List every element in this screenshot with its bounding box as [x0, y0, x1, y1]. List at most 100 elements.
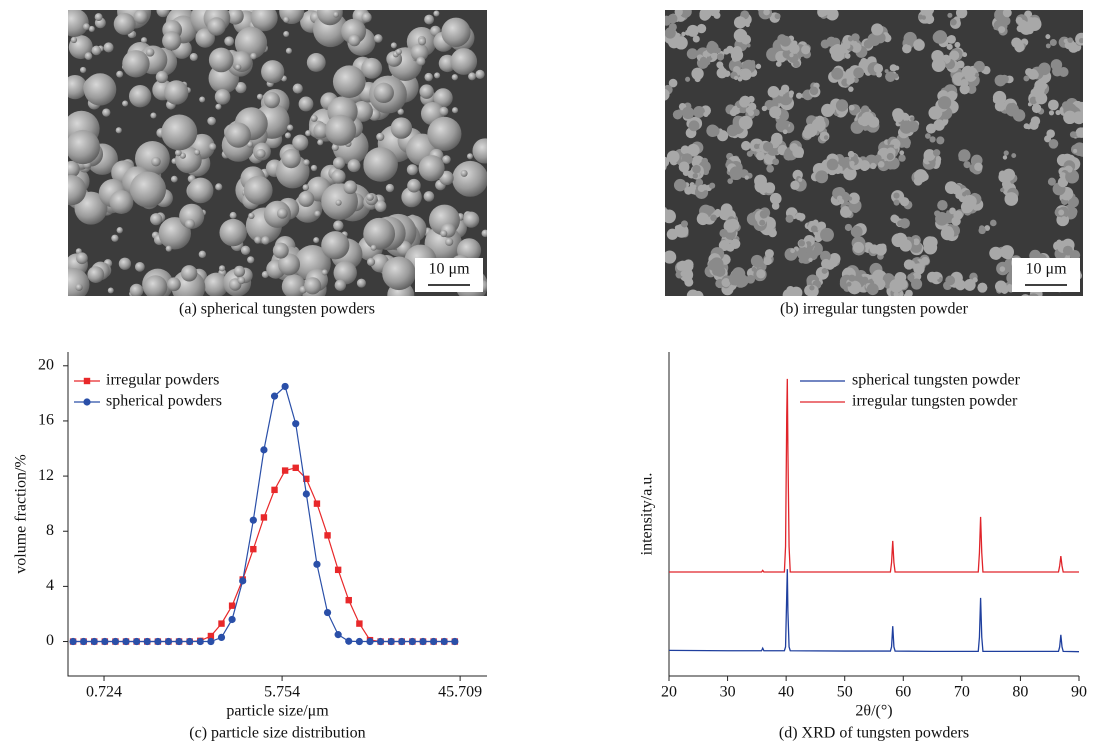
particle: [433, 10, 440, 17]
particle: [305, 130, 312, 137]
x-tick-label: 80: [1012, 684, 1028, 701]
marker: [440, 637, 448, 646]
particle: [755, 63, 762, 70]
particle: [198, 250, 207, 259]
particle: [203, 272, 229, 296]
particle: [424, 14, 435, 25]
particle: [84, 52, 93, 60]
marker: [302, 490, 310, 498]
particle: [821, 103, 835, 118]
particle: [1035, 92, 1048, 105]
particle: [958, 155, 965, 162]
particle: [921, 15, 927, 20]
particle: [785, 214, 794, 223]
particle: [1015, 16, 1023, 24]
particle: [1058, 209, 1065, 216]
marker: [228, 615, 236, 624]
particle: [903, 293, 909, 296]
marker: [430, 637, 438, 646]
particle: [140, 37, 148, 44]
particle: [1067, 196, 1079, 208]
particle: [390, 42, 397, 49]
particle: [746, 150, 753, 157]
particle: [1004, 250, 1013, 260]
particle: [385, 183, 395, 193]
particle: [739, 105, 748, 114]
particle: [937, 199, 948, 211]
particle: [739, 68, 752, 81]
particle: [1067, 167, 1073, 173]
particle: [150, 213, 163, 226]
particle: [463, 211, 480, 228]
particle: [929, 136, 936, 143]
particle: [686, 143, 700, 157]
particle: [109, 190, 134, 214]
particle: [1052, 64, 1057, 69]
particle: [235, 64, 242, 71]
particle: [1000, 187, 1005, 193]
particle: [247, 256, 255, 264]
particle: [772, 158, 780, 166]
marker: [313, 560, 321, 568]
particle: [897, 220, 904, 227]
particle: [278, 253, 301, 276]
particle: [731, 49, 744, 62]
particle: [102, 108, 111, 117]
particle: [727, 178, 734, 184]
particle: [908, 260, 916, 268]
particle: [224, 36, 235, 47]
marker: [345, 637, 353, 645]
particle: [306, 53, 326, 72]
marker: [164, 637, 173, 646]
particle: [316, 10, 343, 26]
particle: [116, 227, 123, 234]
particle: [994, 100, 1006, 112]
particle: [931, 58, 946, 72]
particle: [890, 214, 899, 223]
x-tick-label: 20: [661, 684, 677, 701]
sem-image-spherical: [68, 10, 487, 296]
marker: [90, 637, 98, 646]
particle: [452, 160, 487, 197]
particle: [763, 256, 772, 266]
particle: [665, 88, 670, 101]
particle: [333, 11, 340, 18]
particle: [366, 193, 374, 201]
particle: [1002, 155, 1008, 160]
particle: [902, 43, 912, 54]
particle: [780, 84, 790, 93]
particle: [333, 220, 344, 231]
particle: [113, 13, 136, 35]
marker: [281, 382, 289, 391]
particle: [1072, 111, 1083, 125]
particle: [893, 73, 899, 79]
y-tick-label: 4: [46, 577, 54, 594]
particle: [815, 170, 829, 184]
particle: [932, 31, 946, 44]
particle: [692, 173, 698, 179]
particle: [954, 41, 961, 48]
marker: [451, 637, 459, 646]
particle: [992, 252, 1001, 260]
particle: [434, 72, 441, 79]
particle: [174, 149, 182, 157]
particle: [234, 26, 268, 60]
particle: [171, 270, 206, 296]
particle: [696, 23, 707, 34]
particle: [334, 279, 347, 291]
marker: [83, 377, 91, 385]
particle: [361, 12, 372, 23]
particle: [825, 10, 839, 21]
particle: [844, 53, 851, 59]
particle: [714, 208, 721, 216]
particle: [363, 217, 396, 250]
particle: [1073, 148, 1078, 153]
particle: [974, 162, 983, 172]
particle: [680, 220, 688, 228]
particle: [1003, 150, 1009, 156]
particle: [250, 10, 278, 32]
particle: [272, 242, 289, 259]
particle: [303, 159, 310, 166]
particle: [366, 257, 376, 267]
particle: [225, 122, 251, 148]
